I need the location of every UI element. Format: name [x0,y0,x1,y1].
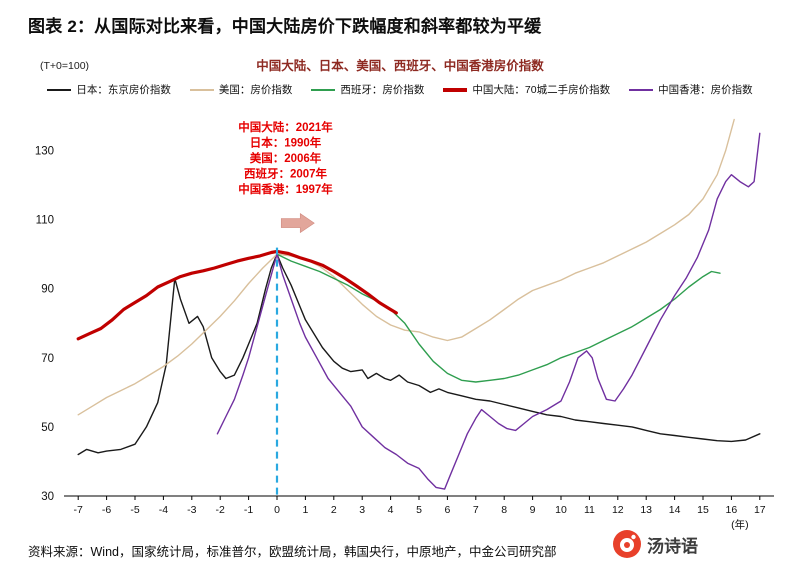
x-tick-label: 14 [669,504,681,516]
y-tick-label: 90 [41,284,54,296]
y-tick-label: 130 [35,146,54,158]
legend-swatch-icon [47,88,72,91]
x-tick-label: 17 [754,504,766,516]
chart-title: 图表 2：从国际对比来看，中国大陆房价下跌幅度和斜率都较为平缓 [28,17,542,36]
legend-item-3: 中国大陆：70城二手房价指数 [443,82,610,97]
data-source-note: 资料来源：Wind，国家统计局，标准普尔，欧盟统计局，韩国央行，中原地产，中金公… [28,545,557,559]
x-tick-label: -1 [244,504,253,516]
legend-swatch-icon [189,88,214,91]
series-line-2 [276,253,721,383]
x-tick-label: -7 [74,504,83,516]
watermark-logo-icon [613,530,641,558]
x-tick-label: 10 [555,504,567,516]
x-tick-label: -2 [216,504,225,516]
watermark-name: 汤诗语 [647,536,698,556]
legend-label: 日本：东京房价指数 [76,84,171,96]
legend-swatch-icon [443,87,468,92]
x-tick-label: -3 [187,504,196,516]
legend-item-0: 日本：东京房价指数 [47,82,171,97]
series-line-3 [76,249,398,341]
legend-label: 西班牙：房价指数 [340,84,425,96]
legend-item-1: 美国：房价指数 [189,82,293,97]
x-tick-label: 3 [359,504,365,516]
y-tick-label: 50 [41,422,54,434]
x-tick-label: 5 [416,504,422,516]
x-tick-label: 12 [612,504,624,516]
legend-label: 中国大陆：70城二手房价指数 [472,84,611,96]
series-line-1 [77,118,735,416]
right-arrow-icon [280,213,315,234]
x-tick-label: 15 [697,504,709,516]
peak-year-note-line: 日本：1990年 [250,136,322,150]
x-tick-label: 16 [726,504,738,516]
series-line-0 [77,253,761,456]
x-tick-label: 4 [388,504,394,516]
x-tick-label: 6 [444,504,450,516]
legend-item-2: 西班牙：房价指数 [311,82,424,97]
x-tick-label: 13 [640,504,652,516]
x-axis-unit-label: (年) [731,518,749,531]
x-tick-label: -5 [130,504,139,516]
x-tick-label: -6 [102,504,111,516]
x-tick-label: 9 [530,504,536,516]
chart-legend: 日本：东京房价指数 美国：房价指数 西班牙：房价指数 中国大陆：70城二手房价指数 中国… [0,82,800,97]
x-tick-label: 2 [331,504,337,516]
y-tick-label: 110 [36,215,54,227]
x-tick-label: -4 [159,504,168,516]
peak-year-note-line: 美国：2006年 [250,151,322,165]
y-tick-label: 70 [41,353,54,365]
chart-subtitle: 中国大陆、日本、美国、西班牙、中国香港房价指数 [256,59,544,73]
peak-year-note-line: 中国香港：1997年 [238,182,333,196]
legend-swatch-icon [311,88,336,91]
axis-unit-note: (T+0=100) [40,60,90,72]
legend-item-4: 中国香港：房价指数 [629,82,753,97]
x-tick-label: 1 [302,504,308,516]
peak-year-note-line: 中国大陆：2021年 [238,120,333,134]
series-line-4 [216,132,761,490]
x-tick-label: 7 [473,504,479,516]
watermark: 汤诗语 [612,529,698,559]
legend-swatch-icon [629,88,654,91]
x-tick-label: 0 [274,504,280,516]
x-tick-label: 11 [584,504,595,516]
peak-year-note-line: 西班牙：2007年 [244,167,328,181]
legend-label: 中国香港：房价指数 [658,84,753,96]
x-tick-label: 8 [501,504,507,516]
y-tick-label: 30 [41,491,54,503]
legend-label: 美国：房价指数 [218,84,293,96]
